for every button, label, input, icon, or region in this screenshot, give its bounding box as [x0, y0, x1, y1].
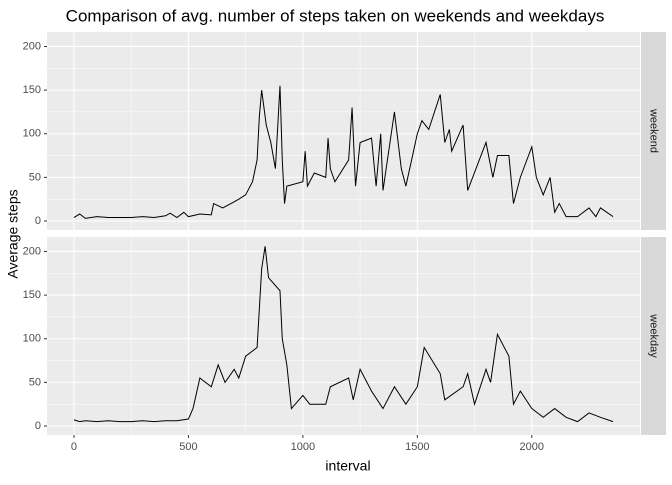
y-tick-label: 50 — [29, 171, 41, 183]
y-tick-label: 100 — [23, 333, 41, 345]
line — [73, 85, 614, 219]
line — [73, 246, 614, 423]
y-tick-label: 200 — [23, 245, 41, 257]
x-tick-label: 500 — [179, 441, 197, 453]
facet-label: weekday — [648, 313, 660, 358]
y-tick-label: 0 — [35, 215, 41, 227]
x-axis-label: interval — [325, 458, 370, 474]
y-tick-label: 50 — [29, 376, 41, 388]
y-axis-label: Average steps — [5, 189, 21, 278]
x-tick-label: 2000 — [520, 441, 544, 453]
panel-background — [47, 32, 640, 230]
facet-strip — [641, 237, 666, 435]
y-tick-label: 150 — [23, 289, 41, 301]
x-tick-label: 0 — [71, 441, 77, 453]
y-tick-label: 100 — [23, 128, 41, 140]
y-tick-label: 0 — [35, 420, 41, 432]
y-tick-label: 200 — [23, 40, 41, 52]
chart-title: Comparison of avg. number of steps taken… — [66, 6, 605, 25]
facet-label: weekend — [648, 108, 660, 153]
facet-strip — [641, 32, 666, 230]
x-tick-label: 1000 — [291, 441, 315, 453]
x-tick-label: 1500 — [405, 441, 429, 453]
y-tick-label: 150 — [23, 84, 41, 96]
panel-background — [47, 237, 640, 435]
